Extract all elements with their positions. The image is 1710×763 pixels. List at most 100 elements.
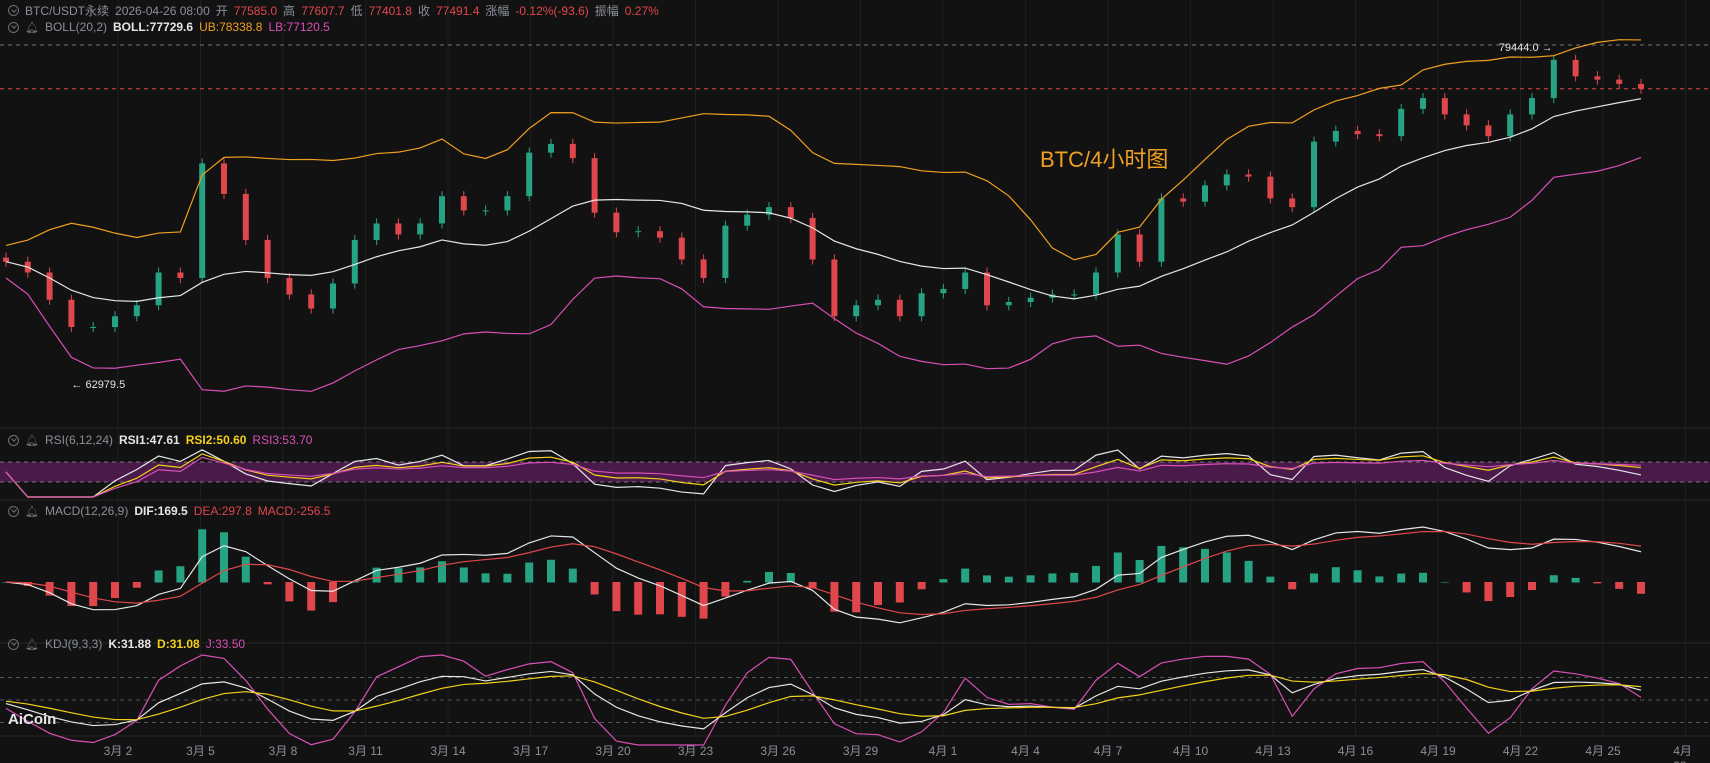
candle xyxy=(1245,174,1252,177)
kdj-d-line xyxy=(5,672,1642,721)
macd-bar xyxy=(438,561,446,583)
macd-bar xyxy=(1528,582,1536,591)
rsi1-value: RSI1:47.61 xyxy=(119,433,180,447)
macd-bar xyxy=(765,571,773,583)
candle xyxy=(1332,130,1339,142)
x-tick-label: 3月 20 xyxy=(595,744,631,758)
candle xyxy=(1267,176,1274,199)
macd-bar xyxy=(1288,582,1297,590)
candle xyxy=(1158,198,1165,262)
boll-name[interactable]: BOLL(20,2) xyxy=(44,20,108,34)
candle xyxy=(526,152,533,197)
macd-dea-line xyxy=(5,530,1642,616)
kdj-name[interactable]: KDJ(9,3,3) xyxy=(44,637,103,651)
collapse-icon[interactable] xyxy=(8,638,19,650)
rsi-name[interactable]: RSI(6,12,24) xyxy=(44,433,114,447)
macd-bar xyxy=(416,567,425,583)
collapse-icon[interactable] xyxy=(8,505,19,517)
macd-bar xyxy=(1244,560,1253,583)
kdj-j: J:33.50 xyxy=(205,637,246,651)
macd-bar xyxy=(634,582,643,615)
bell-icon[interactable]: 🔔︎ xyxy=(25,21,39,34)
low-label: 低 xyxy=(350,4,363,18)
macd-bar xyxy=(1331,567,1340,583)
macd-bar xyxy=(1048,573,1057,583)
candle xyxy=(1093,272,1099,295)
macd-bar xyxy=(612,582,621,612)
rsi-legend: 🔔︎ RSI(6,12,24) RSI1:47.61 RSI2:50.60 RS… xyxy=(8,433,312,447)
macd-bar xyxy=(721,582,730,597)
candle xyxy=(1398,108,1405,137)
max-price-label: 79444.0 → xyxy=(1498,42,1553,54)
macd-name[interactable]: MACD(12,26,9) xyxy=(44,504,129,518)
macd-bar xyxy=(525,562,534,583)
macd-bar xyxy=(1440,581,1449,583)
collapse-icon[interactable] xyxy=(8,5,19,16)
collapse-icon[interactable] xyxy=(8,21,19,33)
macd-bar xyxy=(656,582,664,615)
macd-bar xyxy=(67,582,76,607)
candle xyxy=(351,239,358,284)
x-tick-label: 3月 26 xyxy=(760,744,796,758)
candle xyxy=(482,210,489,212)
high-label: 高 xyxy=(283,4,296,18)
collapse-icon[interactable] xyxy=(8,434,19,446)
boll-ub: UB:78338.8 xyxy=(199,20,263,34)
macd-bar xyxy=(1375,576,1384,583)
candle xyxy=(1485,125,1492,137)
candle xyxy=(657,231,663,238)
macd-bar xyxy=(568,568,577,583)
candle xyxy=(678,237,685,260)
x-tick-label: 4月 1 xyxy=(928,744,958,758)
macd-bar xyxy=(263,582,272,585)
macd-bar xyxy=(394,568,403,583)
macd-bar xyxy=(852,582,861,613)
candle xyxy=(962,272,969,289)
candle xyxy=(1376,134,1383,137)
close-label: 收 xyxy=(417,4,430,18)
macd-bar xyxy=(677,582,686,617)
bell-icon[interactable]: 🔔︎ xyxy=(25,434,39,447)
macd-bar xyxy=(329,582,337,603)
candle xyxy=(133,305,140,317)
candle xyxy=(853,305,860,317)
macd-bar xyxy=(1201,548,1209,583)
candle xyxy=(940,288,947,294)
candle xyxy=(1616,79,1623,84)
macd-bar xyxy=(1615,582,1624,589)
macd-bar xyxy=(1266,576,1275,583)
candle xyxy=(417,223,424,235)
candle xyxy=(591,158,598,213)
rsi3-line xyxy=(5,456,1642,498)
x-tick-label: 4月 16 xyxy=(1337,744,1374,758)
boll-mid: BOLL:77729.6 xyxy=(113,20,194,34)
macd-bar xyxy=(983,575,991,583)
macd-bar xyxy=(917,582,926,590)
symbol[interactable]: BTC/USDT永续 xyxy=(25,4,110,18)
macd-dea: DEA:297.8 xyxy=(193,504,252,518)
bell-icon[interactable]: 🔔︎ xyxy=(25,505,39,518)
macd-bar xyxy=(1179,547,1188,583)
candle xyxy=(1180,198,1187,202)
candle xyxy=(1354,130,1361,135)
candle xyxy=(1223,174,1230,186)
macd-bar xyxy=(1484,582,1493,602)
datetime: 2026-04-26 08:00 xyxy=(115,3,210,18)
candle xyxy=(613,212,620,233)
macd-bar xyxy=(808,582,817,589)
chart-watermark: BTC/4小时图 xyxy=(1040,147,1169,172)
x-tick-label: 3月 11 xyxy=(348,744,383,758)
candle xyxy=(3,257,9,262)
candle xyxy=(373,223,380,240)
candle xyxy=(896,299,903,317)
x-tick-label: 4月 4 xyxy=(1011,744,1040,758)
macd-dif-line xyxy=(5,526,1642,624)
macd-bar xyxy=(1310,573,1318,583)
x-tick-label: 4月 10 xyxy=(1172,744,1209,758)
bell-icon[interactable]: 🔔︎ xyxy=(25,638,39,651)
x-tick-label: 4月 7 xyxy=(1093,744,1123,758)
macd-dif: DIF:169.5 xyxy=(134,504,188,518)
macd-bar xyxy=(1092,565,1100,583)
